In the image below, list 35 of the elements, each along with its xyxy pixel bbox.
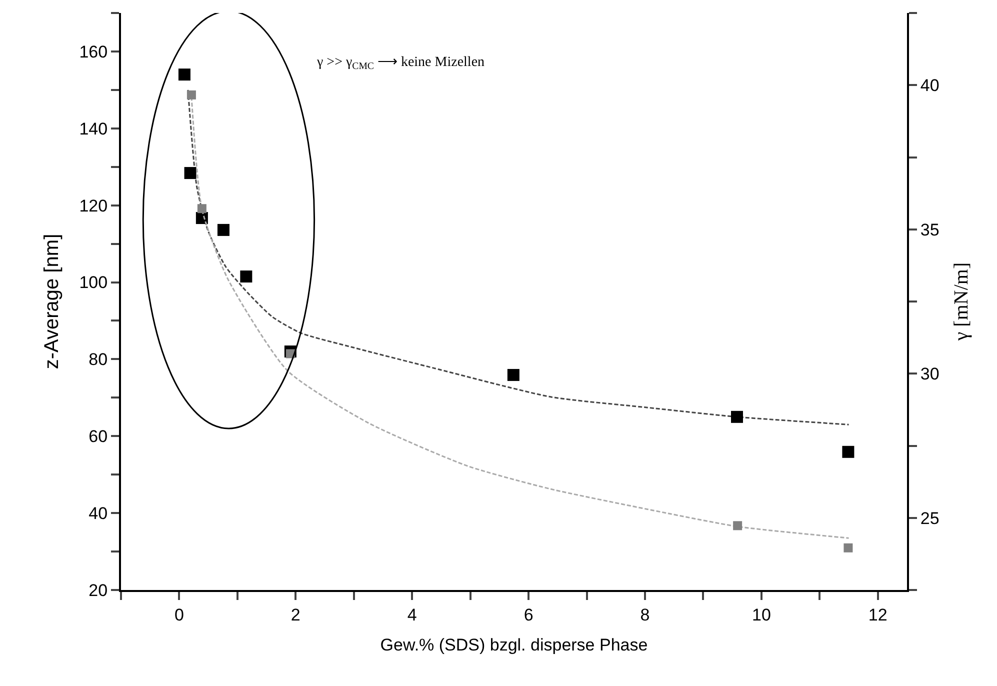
y-tick-label: 40 (88, 504, 108, 524)
line-series (187, 89, 850, 426)
point (842, 446, 854, 458)
point (186, 90, 196, 100)
x-tick-label: 8 (640, 605, 650, 624)
y-axis-title: z-Average [nm] (41, 234, 64, 370)
y-tick-label: 20 (88, 580, 108, 600)
point (730, 410, 743, 423)
y2-axis-title: γ [mN/m] (950, 262, 972, 342)
x-tick-label: 10 (752, 605, 771, 624)
y-tick-label: 160 (79, 42, 108, 62)
x-tick-label: 12 (868, 605, 888, 624)
y-tick-label: 60 (88, 427, 108, 446)
point (240, 270, 252, 282)
point (507, 368, 520, 381)
point (844, 543, 853, 552)
y2-tick-label: 35 (920, 220, 940, 240)
point (178, 68, 190, 81)
y2-tick-label: 30 (920, 364, 940, 384)
x-tick-label: 4 (407, 605, 417, 624)
y2-tick-label: 40 (920, 76, 940, 96)
point (217, 224, 230, 236)
y-tick-label: 80 (88, 350, 108, 370)
y-tick-label: 100 (79, 273, 108, 292)
point (197, 204, 206, 214)
y2-tick-label: 25 (920, 508, 940, 528)
y-tick-label: 140 (79, 119, 108, 138)
x-tick-label: 6 (524, 605, 534, 624)
x-tick-label: 2 (290, 605, 300, 624)
point (184, 167, 196, 180)
y-tick-label: 120 (79, 196, 108, 216)
point (733, 521, 742, 530)
annotation: γ >> γ$_{CMC}$ ⟶ keine Mizellen (316, 55, 485, 72)
x-axis-title: Gew.% (SDS) bzgl. disperse Phase (380, 635, 648, 654)
x-tick-label: 0 (174, 605, 184, 624)
